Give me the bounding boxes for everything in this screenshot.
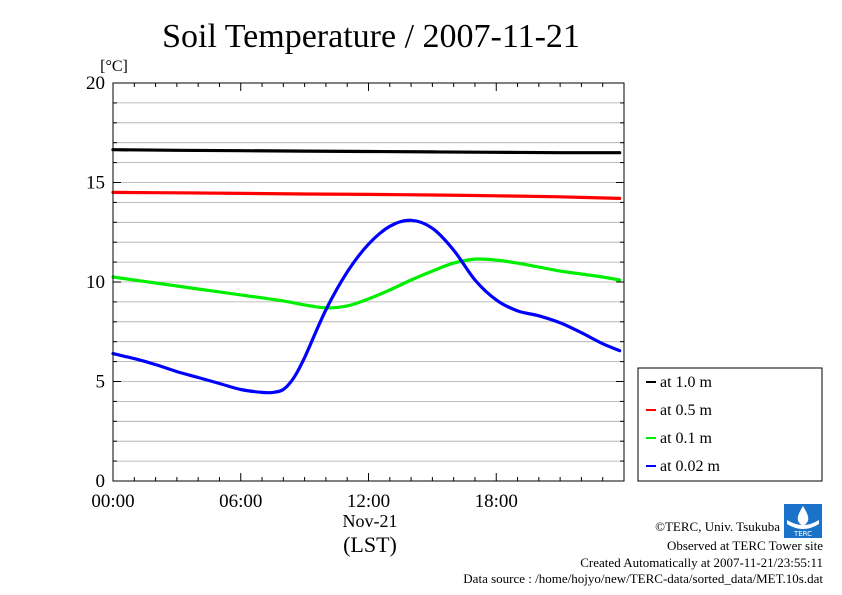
x-tick-label: 06:00 <box>219 491 262 512</box>
series-line-at-0-02-m <box>111 218 622 395</box>
x-axis-date-label: Nov-21 <box>343 511 398 531</box>
observed-text: Observed at TERC Tower site <box>667 538 823 553</box>
x-tick-label: 12:00 <box>347 491 390 512</box>
series-line-at-1-0-m <box>111 148 622 155</box>
legend-label: at 0.5 m <box>660 402 713 419</box>
y-tick-label: 10 <box>86 272 105 293</box>
x-axis-title: (LST) <box>343 532 397 557</box>
series-line-at-0-5-m <box>111 190 622 200</box>
series-line-at-0-1-m <box>111 257 622 310</box>
y-tick-label: 0 <box>96 471 106 492</box>
legend-label: at 0.1 m <box>660 430 713 447</box>
legend-label: at 1.0 m <box>660 374 713 391</box>
grid-lines <box>113 102 624 462</box>
chart-title: Soil Temperature / 2007-11-21 <box>162 18 580 55</box>
legend-box <box>637 367 823 482</box>
axis-ticks: 0 5 10 15 20 00:00 06:00 12:00 18:00 <box>86 73 625 512</box>
x-tick-label: 18:00 <box>475 491 518 512</box>
logo-text: TERC <box>793 530 812 538</box>
y-tick-label: 5 <box>96 372 106 393</box>
y-tick-label: 15 <box>86 173 105 194</box>
x-tick-label: 00:00 <box>91 491 134 512</box>
y-tick-label: 20 <box>86 73 105 94</box>
copyright-text: ©TERC, Univ. Tsukuba <box>655 519 780 534</box>
terc-logo: TERC <box>784 504 822 538</box>
y-axis-unit-label: [°C] <box>100 58 128 75</box>
series-layer <box>111 148 622 395</box>
created-text: Created Automatically at 2007-11-21/23:5… <box>580 555 823 570</box>
legend-label: at 0.02 m <box>660 458 721 475</box>
legend: at 1.0 m at 0.5 m at 0.1 m at 0.02 m <box>646 374 721 475</box>
data-source-text: Data source : /home/hojyo/new/TERC-data/… <box>463 571 823 586</box>
